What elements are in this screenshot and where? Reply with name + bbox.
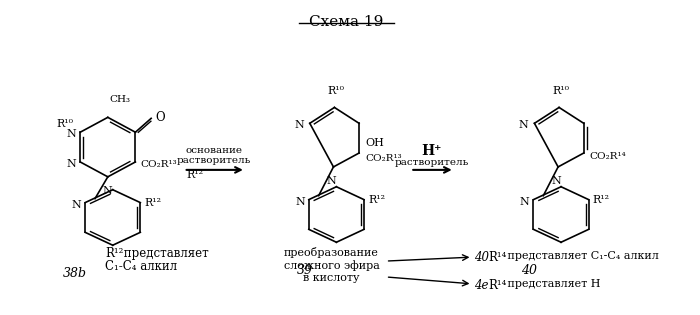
Text: 38b: 38b: [63, 267, 88, 280]
Text: N: N: [71, 200, 81, 209]
Text: в кислоту: в кислоту: [303, 273, 360, 283]
Text: R¹²: R¹²: [144, 198, 162, 208]
Text: 40: 40: [522, 264, 538, 277]
Text: 39: 39: [297, 264, 313, 277]
Text: C₁-C₄ алкил: C₁-C₄ алкил: [105, 260, 177, 273]
Text: OH: OH: [365, 138, 384, 148]
Text: представляет: представляет: [120, 247, 209, 260]
Text: N: N: [551, 176, 561, 186]
Text: R¹⁰: R¹⁰: [328, 86, 345, 95]
Text: R¹⁴: R¹⁴: [488, 251, 507, 264]
Text: N: N: [294, 120, 304, 130]
Text: N: N: [66, 129, 76, 139]
Text: растворитель: растворитель: [177, 156, 251, 165]
Text: CO₂R¹⁴: CO₂R¹⁴: [589, 152, 626, 161]
Text: N: N: [66, 159, 76, 169]
Text: N: N: [327, 176, 336, 186]
Text: H⁺: H⁺: [422, 144, 442, 158]
Text: 40: 40: [475, 251, 489, 264]
Text: R¹⁰: R¹⁰: [552, 86, 570, 95]
Text: N: N: [519, 120, 528, 130]
Text: R¹²: R¹²: [105, 247, 123, 260]
Text: O: O: [155, 111, 164, 124]
Text: R¹²: R¹²: [593, 195, 610, 205]
Text: N: N: [295, 197, 305, 207]
Text: представляет H: представляет H: [504, 279, 601, 289]
Text: R¹⁰: R¹⁰: [56, 119, 73, 129]
Text: N: N: [520, 197, 529, 207]
Text: R¹⁴: R¹⁴: [488, 279, 507, 292]
Text: CH₃: CH₃: [110, 95, 131, 105]
Text: CO₂R¹³: CO₂R¹³: [365, 154, 402, 163]
Text: растворитель: растворитель: [395, 158, 469, 167]
Text: 4e: 4e: [475, 279, 489, 292]
Text: представляет C₁-C₄ алкил: представляет C₁-C₄ алкил: [504, 251, 659, 261]
Text: R¹²: R¹²: [187, 170, 204, 180]
Text: Схема 19: Схема 19: [309, 15, 384, 29]
Text: основание: основание: [186, 146, 243, 155]
Text: R¹²: R¹²: [368, 195, 385, 205]
Text: CO₂R¹³: CO₂R¹³: [140, 160, 177, 169]
Text: N: N: [103, 186, 113, 196]
Text: преобразование: преобразование: [284, 247, 379, 258]
Text: сложного эфира: сложного эфира: [284, 260, 379, 271]
